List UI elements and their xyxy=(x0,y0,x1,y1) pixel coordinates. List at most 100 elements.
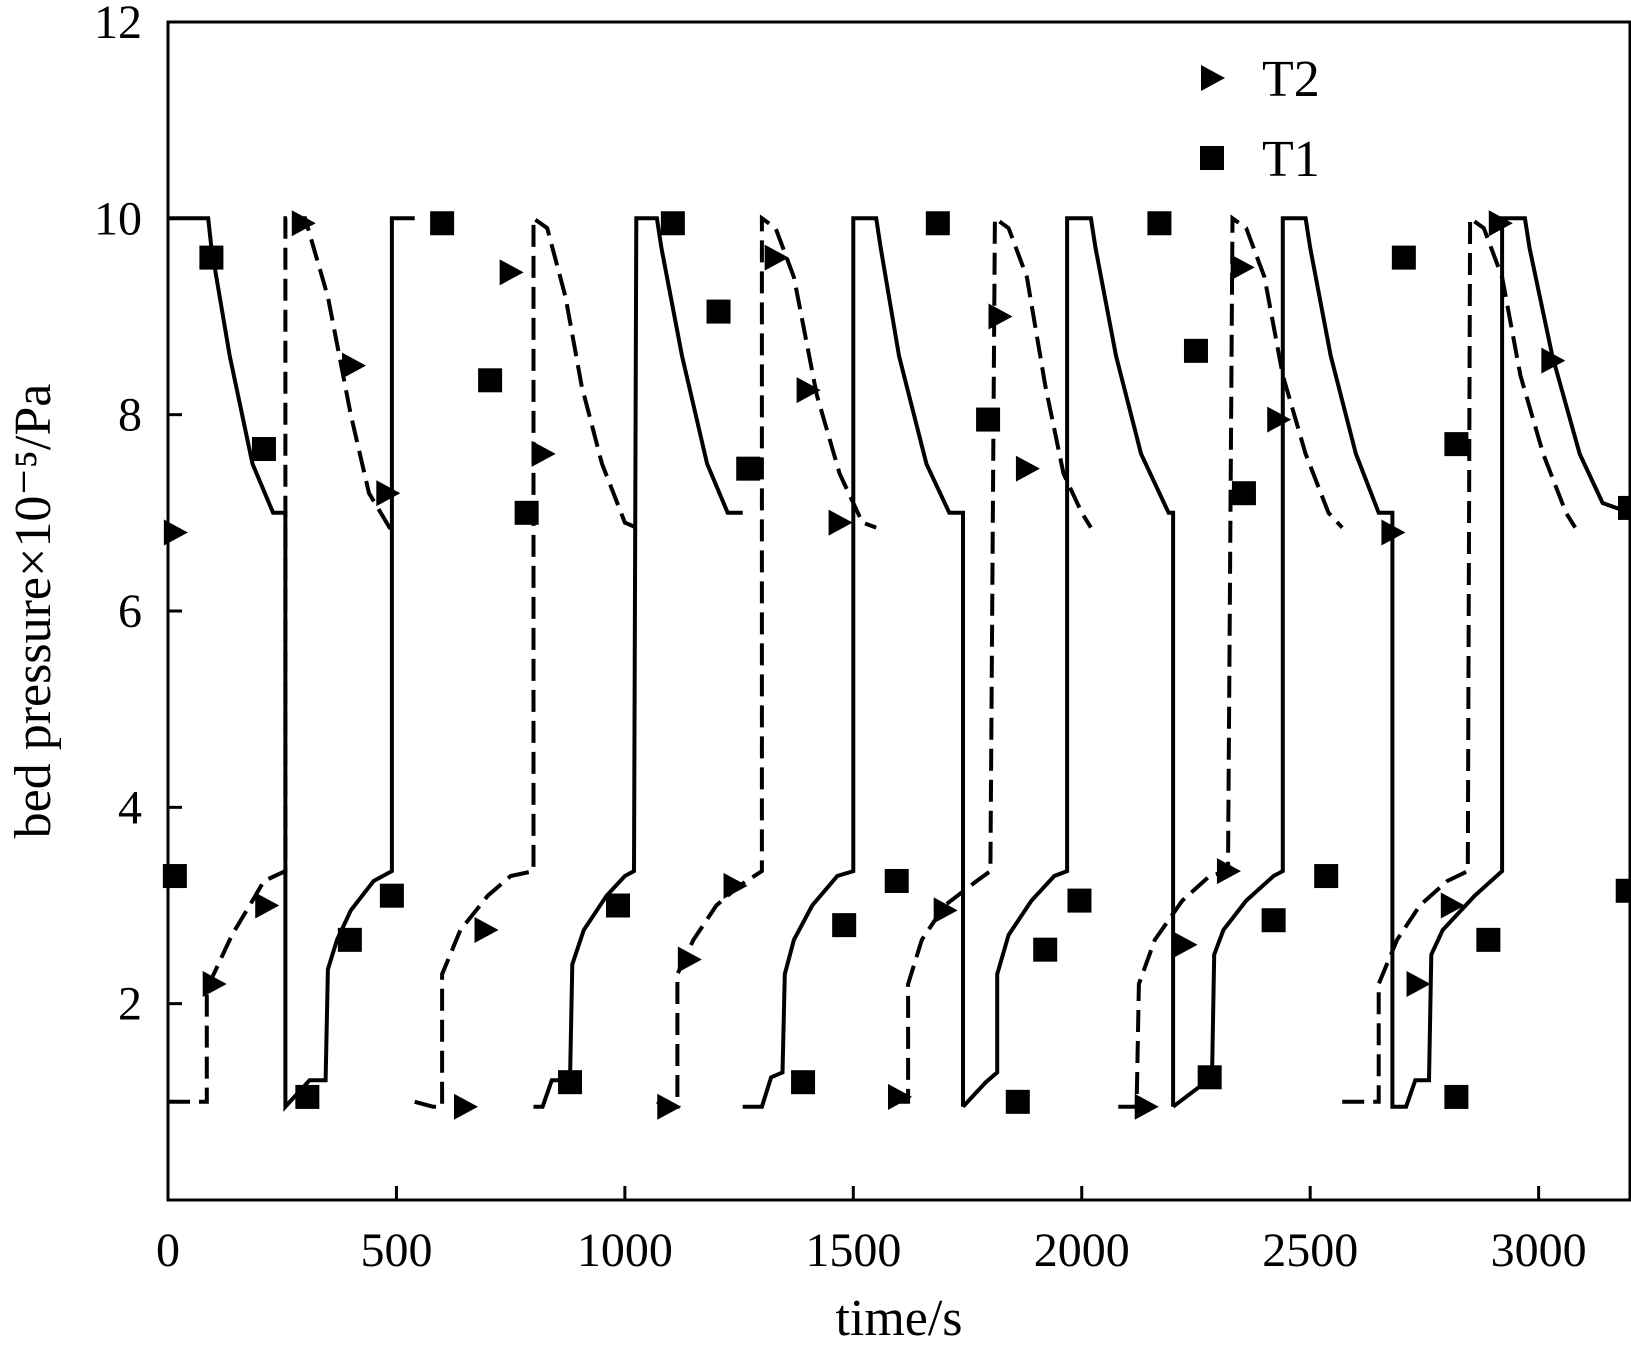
series-t1-marker xyxy=(884,868,909,893)
legend-label: T2 xyxy=(1262,51,1320,108)
legend-marker-t1 xyxy=(1200,146,1224,170)
series-t2-marker xyxy=(1134,1093,1159,1120)
series-t2-marker xyxy=(988,303,1013,330)
series-t2-line xyxy=(414,214,638,1109)
plot-frame xyxy=(166,20,1631,1202)
series-t2-marker xyxy=(1488,210,1513,237)
series-t2-marker xyxy=(531,440,556,467)
series-t2-marker xyxy=(1541,347,1566,374)
y-tick-label: 4 xyxy=(118,781,142,834)
series-t2-marker xyxy=(1267,406,1292,433)
series-t2-marker xyxy=(474,917,499,944)
series-t1-marker xyxy=(736,456,761,481)
series-t1-marker xyxy=(1231,481,1256,506)
series-t2-marker xyxy=(723,872,748,899)
x-axis-label: time/s xyxy=(835,1290,962,1347)
series-t1-marker xyxy=(976,407,1001,432)
series-t1-marker xyxy=(1444,432,1469,457)
series-t1-marker xyxy=(1183,338,1208,363)
x-tick-label: 1500 xyxy=(805,1224,901,1277)
series-t2-marker xyxy=(255,892,280,919)
y-tick-label: 2 xyxy=(118,978,142,1031)
series-t2-marker xyxy=(342,352,367,379)
legend-item-t2: T2 xyxy=(1201,51,1320,108)
series-t2-marker xyxy=(1440,892,1465,919)
series-t1-marker xyxy=(925,211,950,236)
series-t1-marker xyxy=(558,1070,583,1095)
legend-marker-t2 xyxy=(1201,65,1225,91)
x-tick-label: 2000 xyxy=(1034,1224,1130,1277)
series-t1-marker xyxy=(295,1084,320,1109)
series-t1-marker xyxy=(791,1070,816,1095)
series-t2-marker xyxy=(796,377,821,404)
y-tick-label: 12 xyxy=(94,0,142,49)
axes-layer: 0 500 1000 1500 2000 2500 3000 2 4 6 8 10 12 xyxy=(94,0,1631,1277)
series-t1-line xyxy=(168,216,415,1112)
series-t2-line xyxy=(1342,214,1577,1104)
series-layer xyxy=(162,210,1631,1120)
series-t1-marker xyxy=(478,368,503,393)
x-tick-label: 500 xyxy=(360,1224,432,1277)
y-tick-label: 8 xyxy=(118,389,142,442)
series-t1-marker xyxy=(1618,495,1631,520)
x-tick-label: 2500 xyxy=(1262,1224,1358,1277)
y-tick-label: 10 xyxy=(94,192,142,245)
series-t2-marker xyxy=(202,971,227,998)
y-tick-label: 6 xyxy=(118,585,142,638)
series-t1-marker xyxy=(706,299,731,324)
series-t1-line xyxy=(961,216,1176,1109)
series-t1-marker xyxy=(1005,1089,1030,1114)
series-t2-marker xyxy=(1173,931,1198,958)
series-t2-marker xyxy=(1230,254,1255,281)
series-t2-marker xyxy=(888,1083,912,1110)
series-t1-marker xyxy=(660,211,685,236)
x-tick-label: 3000 xyxy=(1491,1224,1587,1277)
series-t1-marker xyxy=(1261,908,1286,933)
series-t1-marker xyxy=(1314,864,1339,889)
series-t1-marker xyxy=(1033,937,1058,962)
series-t1-marker xyxy=(1444,1084,1469,1109)
series-t2-marker xyxy=(828,509,853,536)
series-t1-marker xyxy=(337,927,362,952)
series-t2-marker xyxy=(163,519,188,546)
series-t1-marker xyxy=(1147,211,1172,236)
series-t2-line xyxy=(899,214,1093,1104)
series-t2-marker xyxy=(1216,858,1241,885)
series-t1 xyxy=(162,211,1631,1114)
series-t2-marker xyxy=(933,897,958,924)
series-t1-line xyxy=(742,216,965,1109)
series-t2-line xyxy=(168,216,392,1104)
series-t1-marker xyxy=(832,913,857,938)
series-t1-marker xyxy=(1615,878,1631,903)
series-t1-marker xyxy=(1197,1065,1222,1090)
series-t2-marker xyxy=(291,210,316,237)
series-t2-marker xyxy=(453,1093,478,1120)
series-t1-marker xyxy=(1391,245,1416,270)
series-t2-marker xyxy=(376,480,401,507)
series-t2-line xyxy=(656,214,877,1109)
series-t2-marker xyxy=(677,946,702,973)
series-t1-line xyxy=(1171,216,1631,1109)
legend-item-t1: T1 xyxy=(1200,131,1320,188)
y-axis-label: bed pressure×10⁻⁵/Pa xyxy=(5,384,62,839)
series-t2 xyxy=(163,210,1577,1120)
series-t2-marker xyxy=(657,1093,682,1120)
series-t1-line xyxy=(533,216,743,1109)
series-t2-line xyxy=(1118,214,1344,1109)
series-t1-marker xyxy=(430,211,455,236)
series-t1-marker xyxy=(199,245,224,270)
series-t2-marker xyxy=(764,244,789,271)
series-t1-marker xyxy=(379,883,404,908)
series-t2-marker xyxy=(499,259,524,286)
x-tick-label: 0 xyxy=(156,1224,180,1277)
x-tick-label: 1000 xyxy=(577,1224,673,1277)
series-t2-marker xyxy=(1015,455,1040,482)
legend-label: T1 xyxy=(1262,131,1320,188)
series-t1-marker xyxy=(606,893,631,918)
series-t2-marker xyxy=(1381,519,1406,546)
series-t1-marker xyxy=(251,437,276,462)
series-t1-marker xyxy=(1067,888,1092,913)
series-t1-marker xyxy=(1476,927,1501,952)
